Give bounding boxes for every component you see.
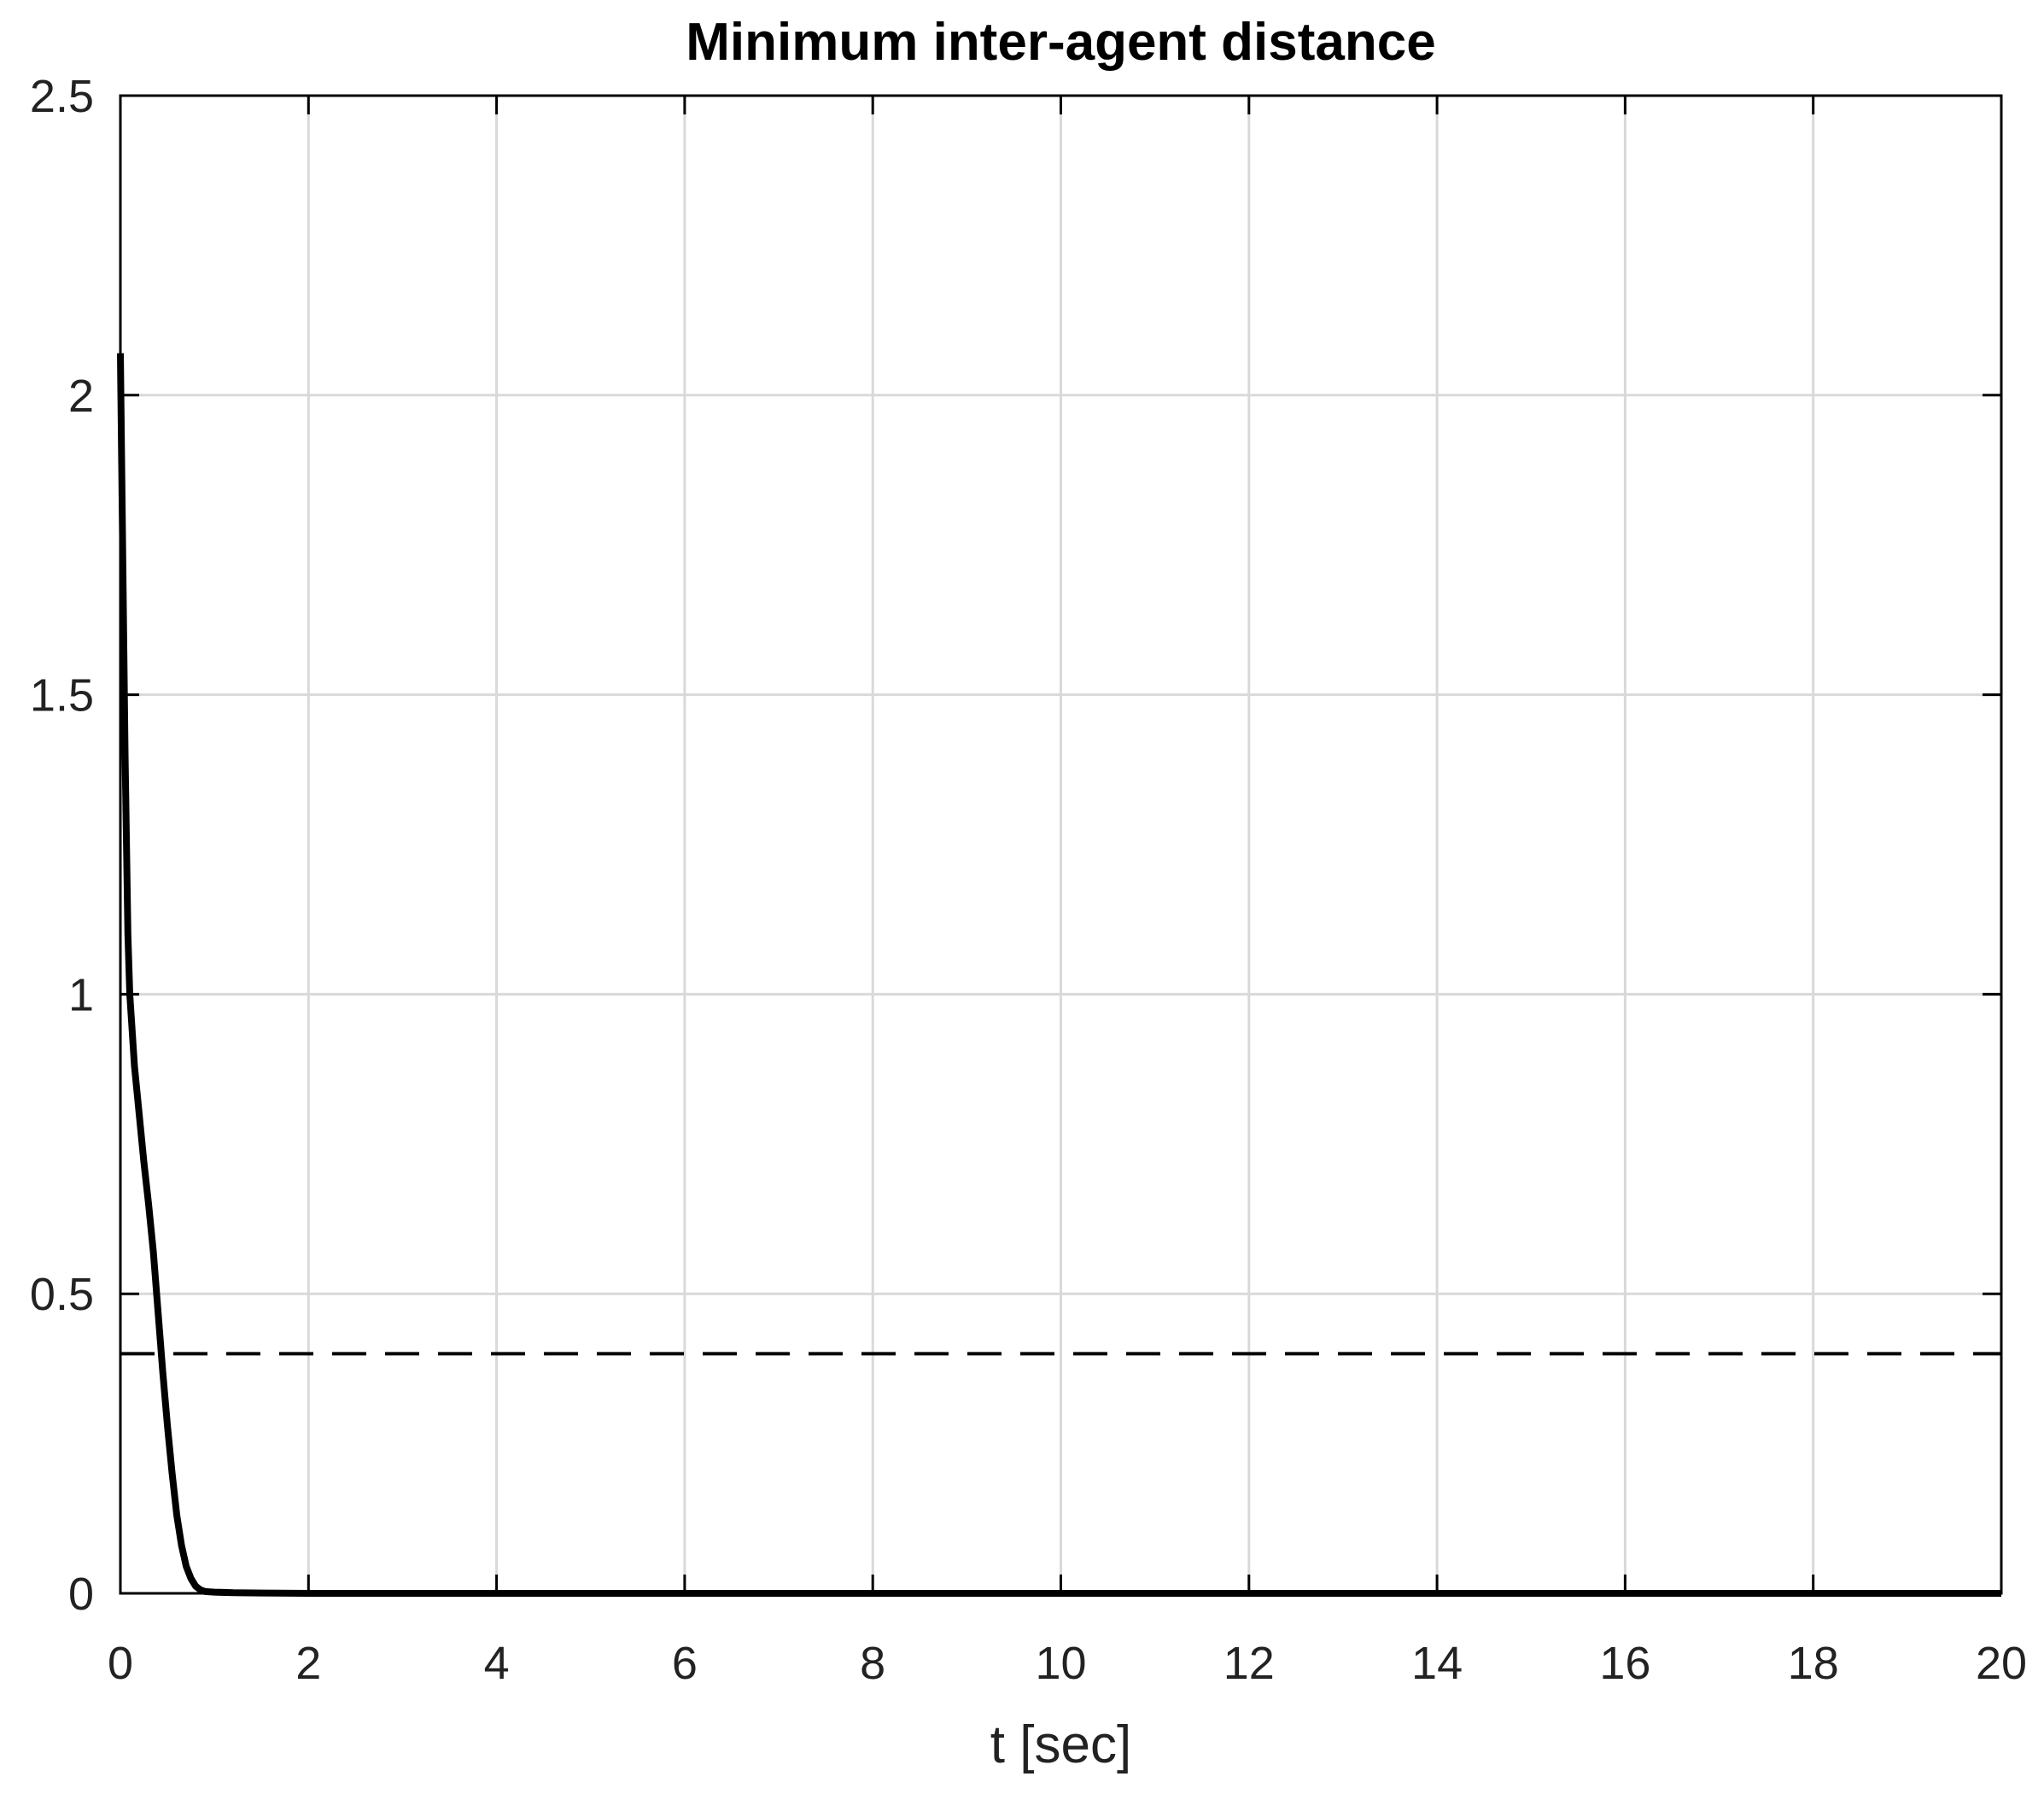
x-tick-label: 8 xyxy=(860,1638,885,1689)
x-tick-label: 0 xyxy=(108,1638,133,1689)
tick-labels: 0 2 4 6 8 10 12 14 16 18 20 0 0.5 1 1.5 2 2.5 xyxy=(30,71,2027,1689)
x-tick-label: 2 xyxy=(295,1638,321,1689)
y-tick-label: 0 xyxy=(68,1569,94,1620)
y-tick-label: 0.5 xyxy=(30,1269,94,1320)
x-tick-label: 12 xyxy=(1223,1638,1275,1689)
x-axis-label: t [sec] xyxy=(990,1715,1131,1774)
grid xyxy=(120,96,2001,1593)
x-tick-label: 10 xyxy=(1035,1638,1086,1689)
x-tick-label: 16 xyxy=(1599,1638,1650,1689)
x-tick-label: 4 xyxy=(484,1638,510,1689)
chart-title: Minimum inter-agent distance xyxy=(686,13,1435,72)
x-tick-label: 14 xyxy=(1411,1638,1463,1689)
x-tick-label: 20 xyxy=(1976,1638,2027,1689)
x-tick-label: 18 xyxy=(1788,1638,1839,1689)
y-tick-label: 2 xyxy=(68,371,94,422)
axis-ticks xyxy=(119,94,2003,1595)
y-tick-label: 1 xyxy=(68,969,94,1020)
y-tick-label: 2.5 xyxy=(30,71,94,122)
y-tick-label: 1.5 xyxy=(30,670,94,722)
x-tick-label: 6 xyxy=(672,1638,698,1689)
